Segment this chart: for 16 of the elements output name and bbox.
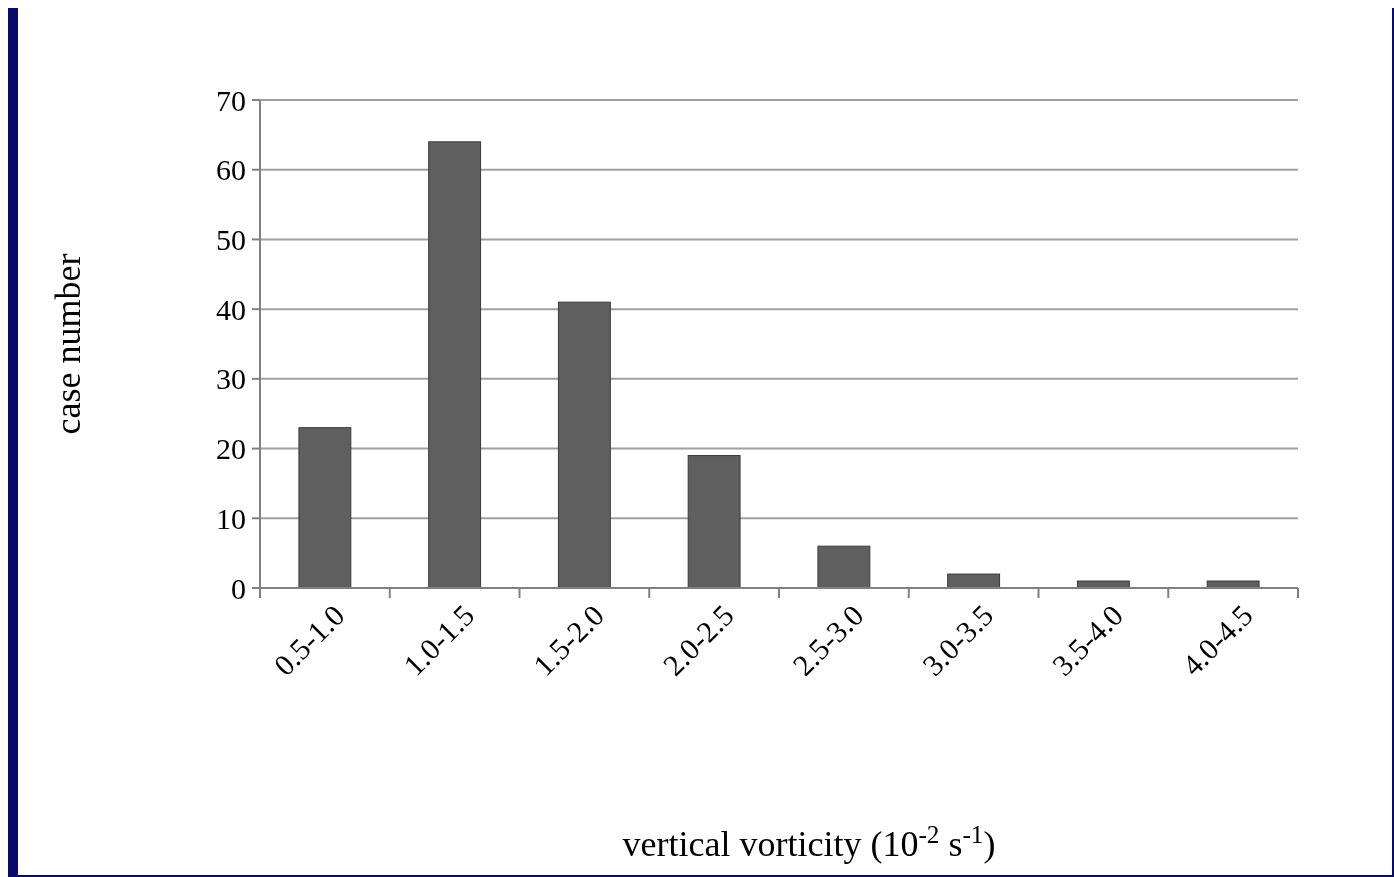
y-tick-label: 20 bbox=[216, 432, 246, 466]
y-tick-label: 40 bbox=[216, 292, 246, 326]
bar bbox=[298, 427, 352, 589]
bar bbox=[557, 301, 611, 589]
y-tick-label: 10 bbox=[216, 501, 246, 535]
y-tick-label: 60 bbox=[216, 153, 246, 187]
bar bbox=[687, 455, 741, 589]
bar bbox=[428, 141, 482, 589]
y-tick-label: 70 bbox=[216, 83, 246, 117]
x-axis-title: vertical vorticity (10$^{-2}$ s$^{-1}$) bbox=[622, 820, 996, 864]
bar bbox=[947, 573, 1001, 589]
y-tick-label: 30 bbox=[216, 362, 246, 396]
y-axis-title: case number bbox=[48, 253, 88, 435]
bar bbox=[817, 545, 871, 589]
y-tick-label: 0 bbox=[231, 571, 246, 605]
y-tick-label: 50 bbox=[216, 222, 246, 256]
